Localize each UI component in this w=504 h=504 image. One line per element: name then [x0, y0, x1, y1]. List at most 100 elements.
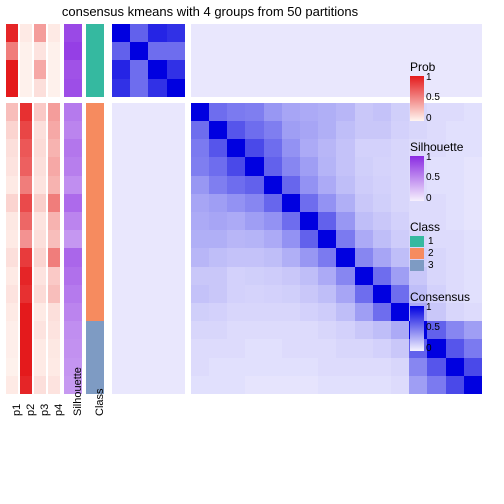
legend-swatch: 1 [410, 236, 440, 247]
consensus-cell [464, 267, 482, 285]
consensus-cell [318, 267, 336, 285]
consensus-cell [282, 157, 300, 175]
consensus-cell [167, 376, 185, 394]
consensus-cell [112, 176, 130, 194]
consensus-cell [300, 303, 318, 321]
consensus-cell [355, 285, 373, 303]
legend-swatch-label: 1 [428, 236, 434, 247]
prob-cell [6, 358, 18, 376]
consensus-cell [300, 358, 318, 376]
consensus-cell [264, 358, 282, 376]
prob-cell [20, 358, 32, 376]
consensus-cell [464, 376, 482, 394]
legend-tick: 0 [426, 344, 432, 354]
consensus-cell [264, 321, 282, 339]
consensus-cell [373, 194, 391, 212]
consensus-cell [112, 60, 130, 78]
legend-swatch-color [410, 260, 424, 271]
class-cell [86, 121, 104, 139]
prob-cell [6, 267, 18, 285]
class-cell [86, 42, 104, 60]
consensus-cell [264, 42, 282, 60]
legend-tick: 1 [426, 303, 432, 313]
consensus-cell [227, 194, 245, 212]
consensus-cell [167, 248, 185, 266]
prob-cell [20, 60, 32, 78]
consensus-cell [355, 321, 373, 339]
prob-cell [48, 376, 60, 394]
consensus-cell [112, 358, 130, 376]
legend-tick: 0 [426, 114, 432, 124]
consensus-cell [409, 376, 427, 394]
consensus-cell [282, 321, 300, 339]
consensus-cell [148, 248, 166, 266]
consensus-cell [148, 358, 166, 376]
consensus-cell [245, 321, 263, 339]
prob-cell [48, 285, 60, 303]
consensus-cell [373, 358, 391, 376]
silhouette-cell [64, 303, 82, 321]
consensus-cell [336, 103, 354, 121]
consensus-cell [355, 303, 373, 321]
consensus-cell [282, 103, 300, 121]
prob-cell [34, 157, 46, 175]
consensus-cell [264, 339, 282, 357]
axis-label: Silhouette [72, 367, 84, 416]
consensus-cell [300, 60, 318, 78]
consensus-cell [300, 376, 318, 394]
prob-cell [20, 267, 32, 285]
consensus-cell [130, 230, 148, 248]
consensus-cell [355, 248, 373, 266]
consensus-cell [245, 212, 263, 230]
prob-cell [34, 321, 46, 339]
prob-cell [6, 230, 18, 248]
consensus-cell [355, 339, 373, 357]
prob-cell [48, 248, 60, 266]
consensus-cell [282, 339, 300, 357]
consensus-cell [391, 212, 409, 230]
consensus-cell [191, 79, 209, 97]
consensus-cell [148, 139, 166, 157]
prob-cell [6, 321, 18, 339]
consensus-cell [167, 157, 185, 175]
consensus-cell [191, 121, 209, 139]
consensus-cell [355, 194, 373, 212]
consensus-cell [209, 60, 227, 78]
consensus-cell [282, 194, 300, 212]
consensus-cell [148, 230, 166, 248]
prob-cell [20, 285, 32, 303]
consensus-cell [245, 267, 263, 285]
consensus-cell [112, 24, 130, 42]
consensus-cell [112, 103, 130, 121]
consensus-cell [355, 24, 373, 42]
legend-title: Silhouette [410, 140, 463, 154]
consensus-cell [282, 212, 300, 230]
silhouette-cell [64, 285, 82, 303]
legend-silhouette: Silhouette10.50 [410, 140, 463, 201]
prob-cell [48, 303, 60, 321]
consensus-cell [355, 176, 373, 194]
consensus-cell [300, 157, 318, 175]
consensus-cell [373, 212, 391, 230]
consensus-cell [209, 176, 227, 194]
consensus-cell [112, 139, 130, 157]
prob-cell [6, 121, 18, 139]
legend-swatch-label: 3 [428, 260, 434, 271]
consensus-cell [409, 358, 427, 376]
consensus-cell [148, 285, 166, 303]
consensus-cell [167, 339, 185, 357]
consensus-cell [446, 248, 464, 266]
prob-cell [20, 121, 32, 139]
consensus-cell [373, 303, 391, 321]
consensus-cell [446, 42, 464, 60]
consensus-cell [130, 285, 148, 303]
prob-cell [6, 79, 18, 97]
consensus-cell [245, 121, 263, 139]
consensus-cell [427, 376, 445, 394]
consensus-cell [264, 139, 282, 157]
prob-cell [48, 60, 60, 78]
legend-title: Consensus [410, 290, 470, 304]
consensus-cell [446, 230, 464, 248]
consensus-cell [336, 60, 354, 78]
consensus-cell [373, 230, 391, 248]
